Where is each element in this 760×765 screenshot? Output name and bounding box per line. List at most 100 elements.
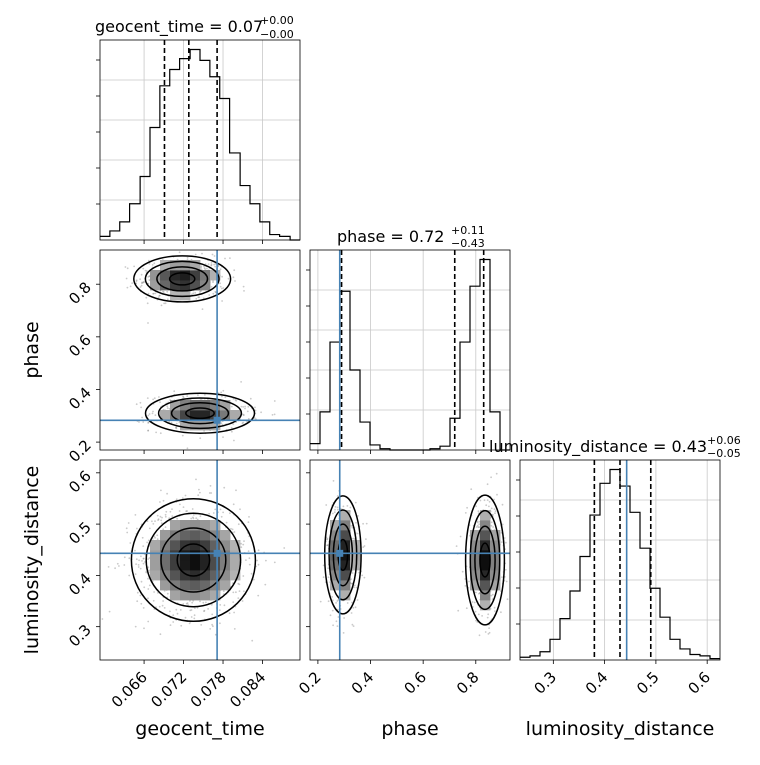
sample-point [203,610,205,613]
sample-point [233,439,235,442]
density-cell [340,530,351,541]
sample-point [189,600,191,602]
tick-marks [306,269,477,454]
density-cell [190,520,201,531]
sample-point [334,506,337,508]
sample-point [147,577,149,580]
sample-point [163,607,166,609]
density-contour [185,407,215,420]
density-cell [180,550,191,561]
density-cell [340,510,351,521]
sample-point [147,429,150,432]
sample-point [166,407,169,409]
density-cell [220,410,231,421]
panel-frame [99,249,301,451]
sample-point [240,381,243,383]
sample-point [179,503,181,506]
sample-point [147,422,150,424]
sample-point [488,500,491,503]
tick-marks [96,59,263,244]
density-cell [190,590,201,601]
sample-point [327,576,330,579]
sample-point [140,580,143,583]
sample-point [211,613,214,616]
sample-point [356,599,359,601]
sample-point [141,536,144,539]
sample-point [123,564,126,566]
density-contour [469,509,501,611]
density-cell [190,400,201,411]
sample-point [203,265,205,268]
sample-point [230,527,232,530]
sample-point [488,631,491,634]
sample-point [143,281,145,283]
density-cell [490,580,501,591]
sample-point [144,561,146,563]
density-cell [210,560,221,571]
sample-point [134,625,137,628]
sample-point [190,609,193,611]
sample-point [176,612,179,615]
sample-point [153,262,156,265]
sample-point [235,489,237,492]
sample-point [152,398,155,401]
sample-point [496,493,498,496]
sample-point [233,531,236,533]
sample-point [139,594,142,597]
density-cell [190,280,201,291]
sample-point [175,422,178,425]
density-cell [170,580,181,591]
sample-point [154,536,157,539]
sample-point [182,395,184,398]
gridlines [310,250,510,450]
sample-point [159,432,162,435]
sample-point [233,269,236,272]
density-cell [340,540,351,551]
sample-point [247,405,250,408]
sample-point [169,610,171,613]
density-cell [170,270,181,281]
sample-point [161,604,164,607]
density-cell [210,270,221,281]
sample-point [478,526,481,529]
sample-point [229,512,231,515]
sample-point [336,600,339,602]
density-contour [144,392,256,434]
density-cell [210,410,221,421]
x-axis-label-phase: phase [381,718,438,740]
sample-point [101,618,104,620]
density-cell [480,570,491,581]
sample-point [212,292,215,295]
density-cell [200,570,211,581]
sample-point [144,269,147,272]
sample-point [242,421,245,424]
sample-point [352,625,355,627]
sample-point [247,550,250,552]
x-axis-label-luminosity-distance: luminosity_distance [526,718,715,740]
sample-point [136,600,139,603]
sample-point [244,405,247,408]
sample-point [490,524,493,527]
density-cell [340,550,351,561]
sample-point [350,525,353,527]
sample-point [233,611,236,614]
sample-point [138,559,141,562]
sample-point [135,403,138,406]
density-cell [200,280,211,291]
sample-point [175,427,178,430]
density-cell [190,260,201,271]
density-cell [170,520,181,531]
y-tick-label: 0.4 [65,384,95,414]
sample-point [350,612,353,614]
sample-point [478,523,481,526]
sample-point [257,563,260,566]
density-contour [170,402,230,425]
sample-point [485,504,488,507]
sample-point [147,421,150,424]
sample-point [128,557,131,560]
sample-point [148,279,151,281]
sample-point [172,621,175,623]
sample-point [336,608,339,611]
sample-point [232,591,235,594]
